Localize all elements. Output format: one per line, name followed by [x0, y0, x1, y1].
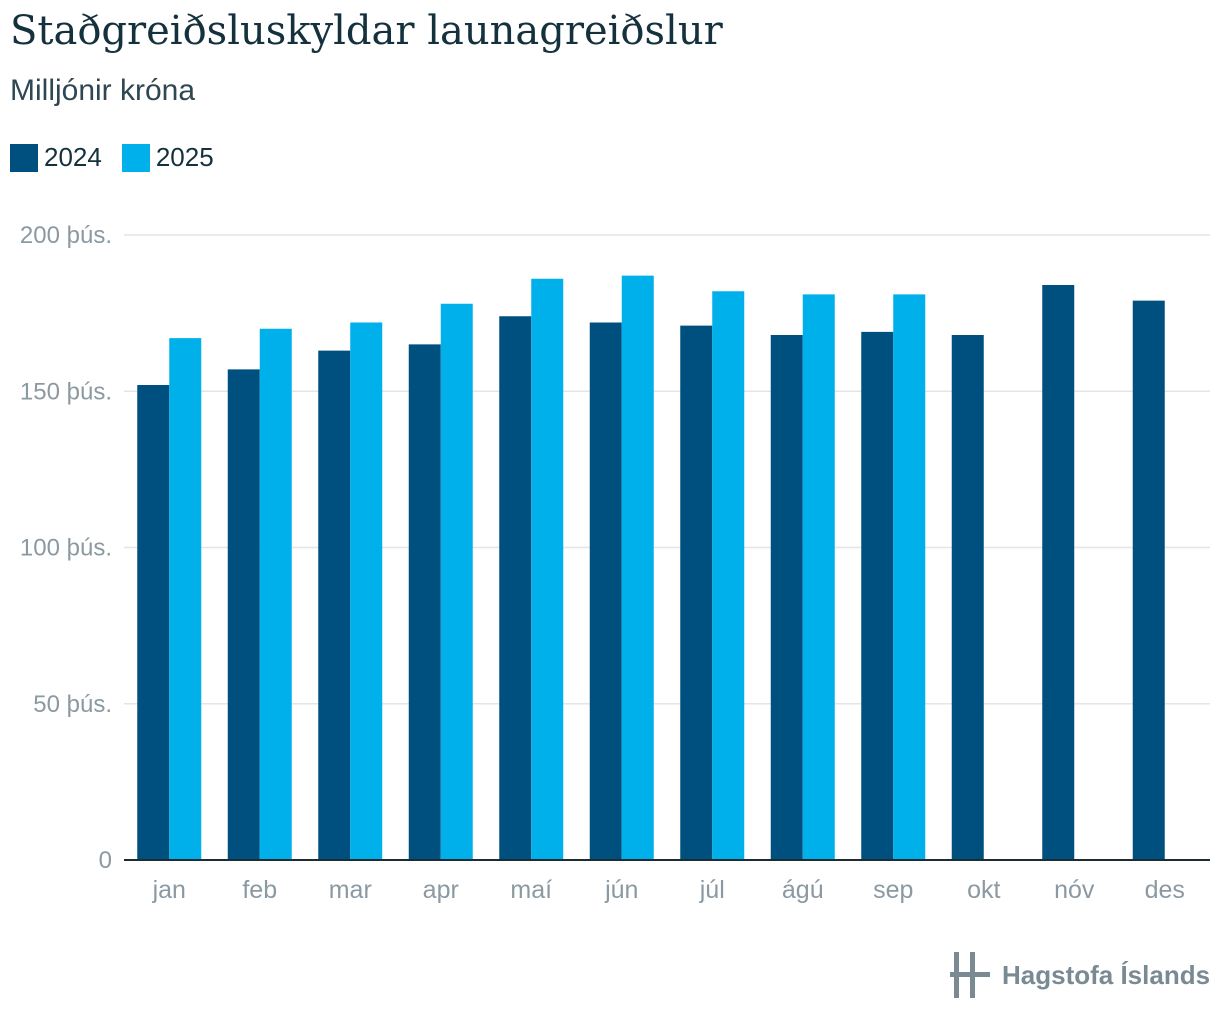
legend-item-2025: 2025 — [121, 142, 214, 173]
x-tick-label: apr — [423, 876, 459, 904]
bar-2024-maí — [499, 316, 532, 860]
bars — [137, 275, 1165, 860]
bar-2025-sep — [893, 294, 926, 860]
y-tick-label: 100 þús. — [20, 535, 112, 562]
gridlines — [124, 234, 1210, 705]
bar-chart: 0 50 þús. 100 þús. 150 þús. 200 þús. jan feb m… — [20, 222, 1210, 904]
y-tick-label: 50 þús. — [33, 691, 112, 718]
x-tick-label: des — [1145, 876, 1185, 904]
x-tick-label: ágú — [782, 876, 824, 904]
bar-2025-maí — [531, 278, 564, 860]
x-tick-label: feb — [242, 876, 277, 904]
bar-2024-mar — [318, 350, 351, 860]
bar-2024-feb — [227, 369, 260, 860]
bar-2024-apr — [408, 344, 441, 860]
x-tick-label: okt — [967, 876, 1000, 904]
bar-2025-jún — [621, 275, 654, 860]
y-tick-label: 0 — [99, 847, 112, 874]
bar-2025-jan — [169, 338, 202, 860]
legend-label-2024: 2024 — [44, 142, 102, 172]
y-tick-label: 150 þús. — [20, 378, 112, 405]
x-tick-label: jan — [152, 876, 186, 904]
legend-item-2024: 2024 — [10, 142, 102, 173]
hagstofa-logo-icon — [950, 952, 990, 998]
x-tick-label: sep — [873, 876, 913, 904]
x-axis-ticks: jan feb mar apr maí jún júl ágú sep okt nóv des — [152, 876, 1185, 904]
bar-2024-sep — [861, 331, 894, 860]
bar-2024-ágú — [770, 335, 803, 860]
legend-swatch-2024 — [10, 143, 38, 172]
bar-2025-feb — [259, 328, 292, 860]
bar-2024-des — [1132, 300, 1165, 860]
y-tick-label: 200 þús. — [20, 222, 112, 249]
bar-2025-ágú — [802, 294, 835, 860]
x-tick-label: mar — [329, 876, 372, 904]
y-axis-ticks: 0 50 þús. 100 þús. 150 þús. 200 þús. — [20, 222, 112, 874]
brand: Hagstofa Íslands — [950, 950, 1210, 1000]
chart-title: Staðgreiðsluskyldar launagreiðslur — [10, 8, 723, 54]
bar-2024-okt — [951, 335, 984, 860]
legend-swatch-2025 — [121, 143, 150, 172]
x-tick-label: maí — [510, 876, 552, 904]
x-tick-label: jún — [604, 876, 638, 904]
bar-2024-júl — [680, 325, 713, 860]
x-tick-label: júl — [699, 876, 725, 904]
legend-label-2025: 2025 — [155, 142, 214, 172]
bar-2024-jún — [589, 322, 622, 860]
bar-2025-apr — [440, 303, 473, 860]
bar-2024-jan — [137, 385, 170, 860]
chart-subtitle: Milljónir króna — [10, 74, 196, 107]
bar-2024-nóv — [1042, 285, 1075, 860]
legend: 2024 2025 — [10, 142, 234, 173]
bar-2025-mar — [350, 322, 383, 860]
bar-2025-júl — [712, 291, 745, 860]
brand-name: Hagstofa Íslands — [1002, 959, 1211, 990]
x-tick-label: nóv — [1054, 876, 1095, 904]
